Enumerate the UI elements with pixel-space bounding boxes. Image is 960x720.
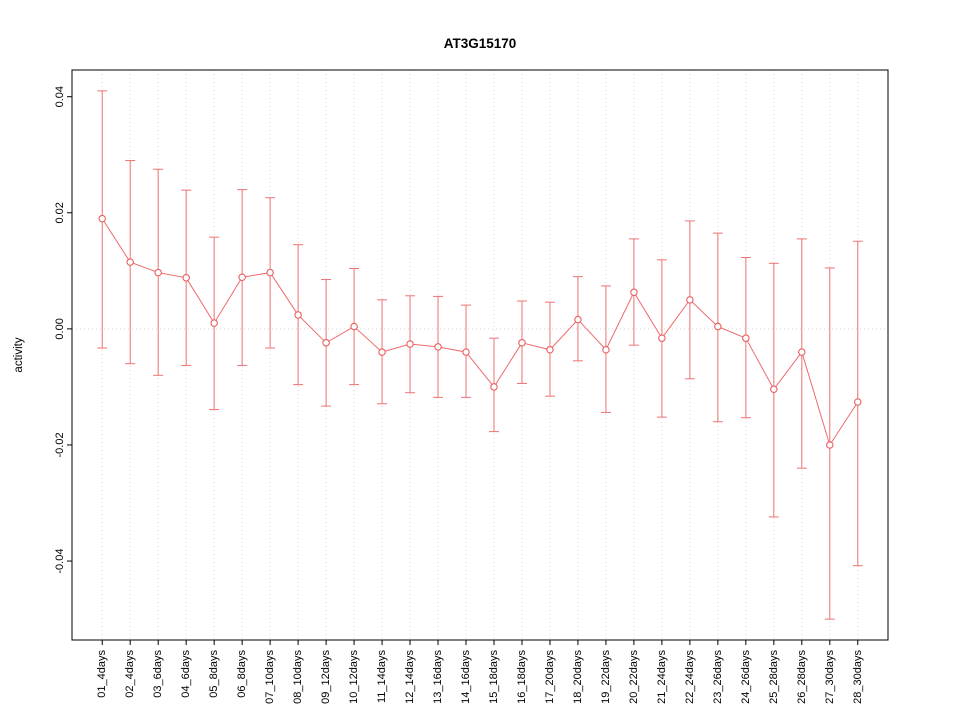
- x-tick-label: 17_20days: [544, 650, 556, 704]
- data-line: [101, 218, 859, 447]
- y-axis-label: activity: [13, 337, 25, 372]
- x-tick-label: 26_28days: [796, 650, 808, 704]
- x-tick-label: 23_26days: [712, 650, 724, 704]
- data-point: [406, 340, 414, 348]
- x-tick-label: 12_14days: [404, 650, 416, 704]
- data-point: [770, 385, 778, 393]
- data-point: [378, 348, 386, 356]
- x-tick-label: 16_18days: [516, 650, 528, 704]
- x-tick-label: 02_4days: [124, 650, 136, 698]
- x-tick-label: 22_24days: [684, 650, 696, 704]
- x-tick-label: 04_6days: [180, 650, 192, 698]
- data-point: [350, 322, 358, 331]
- x-tick-label: 19_22days: [600, 650, 612, 704]
- data-point: [434, 343, 442, 351]
- y-tick-label: -0.04: [54, 549, 66, 574]
- data-point: [546, 346, 554, 354]
- x-tick-label: 09_12days: [320, 650, 332, 704]
- data-point: [742, 334, 750, 342]
- x-tick-label: 03_6days: [152, 650, 164, 698]
- x-tick-label: 01_4days: [96, 650, 108, 698]
- data-point: [294, 311, 302, 319]
- data-point: [462, 348, 470, 356]
- data-point: [798, 348, 806, 356]
- y-tick-label: 0.04: [54, 86, 66, 107]
- chart-title: AT3G15170: [444, 36, 517, 51]
- x-tick-label: 28_30days: [852, 650, 864, 704]
- x-tick-label: 06_8days: [236, 650, 248, 698]
- x-tick-label: 13_16days: [432, 650, 444, 704]
- y-tick-label: 0.02: [54, 202, 66, 223]
- x-tick-label: 05_8days: [208, 650, 220, 698]
- x-tick-label: 27_30days: [824, 650, 836, 704]
- x-tick-label: 10_12days: [348, 650, 360, 704]
- data-point: [686, 296, 694, 304]
- data-point: [854, 398, 862, 406]
- data-point: [518, 339, 526, 347]
- plot-border: [71, 69, 889, 641]
- x-tick-label: 20_22days: [628, 650, 640, 704]
- data-point: [210, 319, 218, 327]
- data-point: [630, 288, 638, 297]
- x-tick-label: 25_28days: [768, 650, 780, 704]
- data-point: [826, 441, 834, 449]
- data-point: [658, 334, 666, 342]
- data-point: [322, 339, 330, 347]
- x-tick-label: 11_14days: [376, 650, 388, 704]
- y-tick-label: 0.00: [54, 318, 66, 339]
- data-point: [714, 322, 722, 331]
- x-tick-label: 15_18days: [488, 650, 500, 704]
- data-point: [154, 268, 162, 277]
- x-tick-label: 08_10days: [292, 650, 304, 704]
- x-tick-label: 14_16days: [460, 650, 472, 704]
- x-tick-label: 24_26days: [740, 650, 752, 704]
- x-tick-label: 07_10days: [264, 650, 276, 704]
- data-point: [98, 214, 106, 223]
- data-point: [574, 315, 582, 324]
- x-tick-label: 21_24days: [656, 650, 668, 704]
- data-point: [266, 268, 274, 277]
- data-point: [182, 274, 190, 282]
- data-point: [238, 273, 246, 281]
- data-point: [490, 383, 498, 391]
- x-tick-label: 18_20days: [572, 650, 584, 704]
- data-point: [126, 258, 134, 266]
- y-tick-label: -0.02: [54, 432, 66, 457]
- data-point: [602, 346, 610, 354]
